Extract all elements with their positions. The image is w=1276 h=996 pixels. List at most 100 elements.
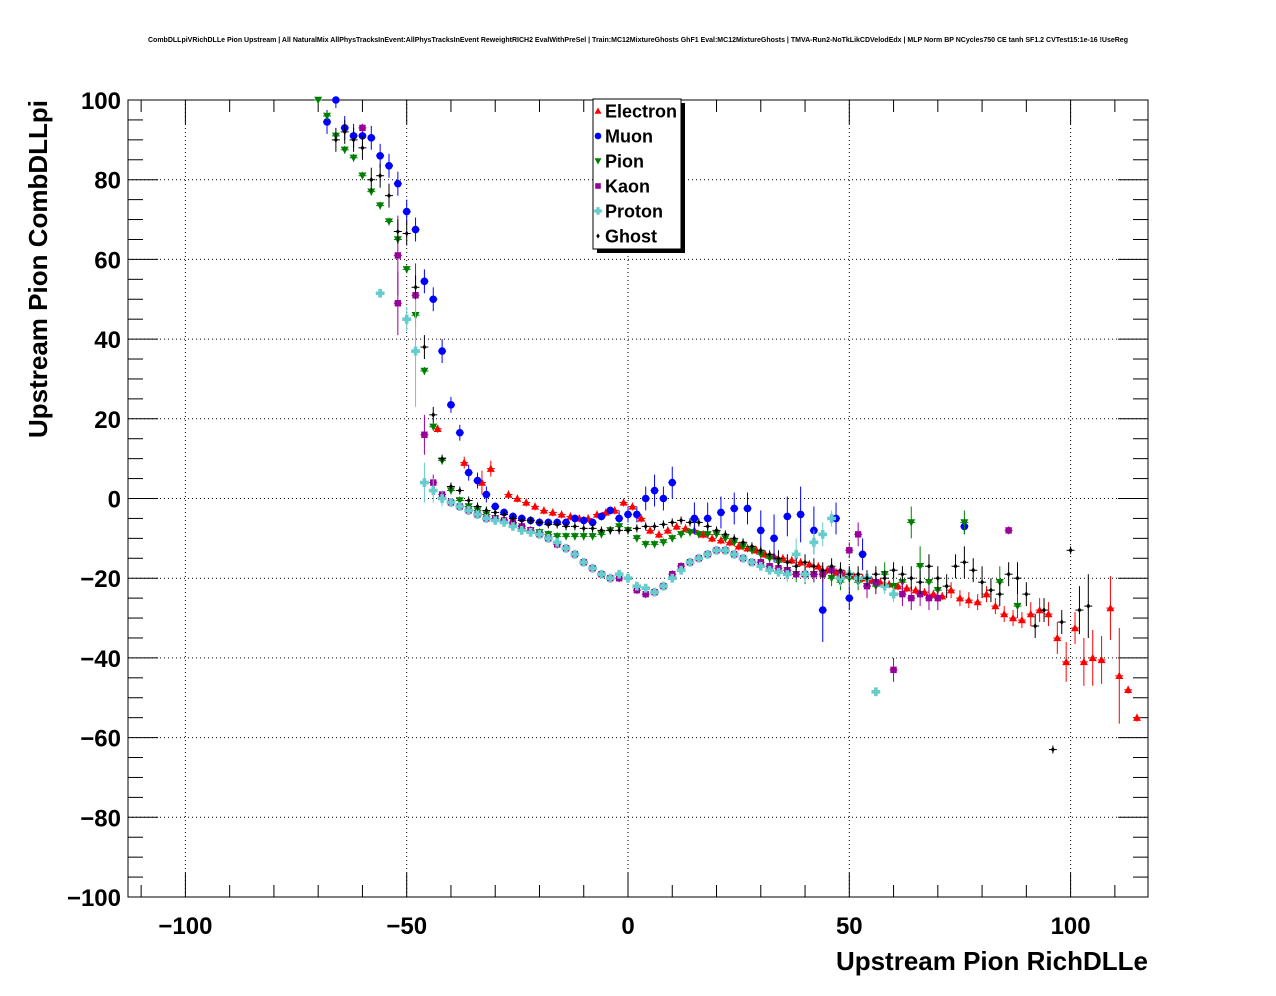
pion-marker xyxy=(747,547,756,555)
ghost-marker xyxy=(820,567,825,574)
muon-marker xyxy=(743,504,752,513)
ghost-marker xyxy=(378,172,383,179)
ghost-point xyxy=(809,558,818,575)
electron-point xyxy=(1009,610,1018,627)
ghost-marker xyxy=(342,129,347,135)
pion-point xyxy=(340,145,349,154)
legend-label-ghost: Ghost xyxy=(605,227,657,247)
kaon-marker xyxy=(846,547,853,554)
ghost-point xyxy=(641,522,650,531)
muon-point xyxy=(818,578,827,642)
muon-point xyxy=(588,518,597,527)
muon-point xyxy=(845,586,854,611)
ghost-point xyxy=(721,530,730,539)
ghost-marker xyxy=(785,559,790,566)
series-kaon xyxy=(358,123,1013,682)
y-tick-label: 40 xyxy=(94,327,121,354)
pion-marker xyxy=(579,533,588,541)
proton-point xyxy=(570,549,580,559)
pion-point xyxy=(349,153,358,162)
electron-point xyxy=(548,508,557,517)
muon-marker xyxy=(650,486,659,495)
ghost-marker xyxy=(732,535,737,542)
y-tick-labels: −100 −80 −60 −40 −20 0 20 40 60 80 100 xyxy=(67,88,121,912)
ghost-marker xyxy=(475,503,480,510)
x-tick-label: −100 xyxy=(158,913,212,940)
kaon-point xyxy=(420,414,429,455)
kaon-point xyxy=(924,586,933,611)
proton-marker xyxy=(446,498,456,507)
electron-marker xyxy=(1035,606,1044,614)
pion-marker xyxy=(721,535,730,543)
electron-marker xyxy=(725,538,734,546)
ghost-point xyxy=(942,574,951,599)
pion-point xyxy=(420,366,429,375)
ghost-point xyxy=(863,570,872,587)
pion-marker xyxy=(597,531,606,539)
proton-point xyxy=(552,537,562,547)
ghost-point xyxy=(544,520,553,529)
pion-marker xyxy=(570,533,579,541)
ghost-marker xyxy=(1042,607,1047,613)
proton-point xyxy=(729,549,739,559)
ghost-marker xyxy=(988,587,993,593)
muon-point xyxy=(464,464,473,481)
electron-point xyxy=(1115,628,1124,724)
ghost-marker xyxy=(873,571,878,578)
ghost-point xyxy=(898,566,907,583)
ghost-point xyxy=(854,566,863,583)
proton-point xyxy=(659,581,668,591)
proton-marker xyxy=(605,573,615,583)
muon-point xyxy=(473,472,482,489)
series-proton xyxy=(375,288,898,697)
muon-marker xyxy=(690,514,699,523)
muon-marker xyxy=(456,428,464,437)
proton-marker xyxy=(375,288,385,298)
ghost-point xyxy=(907,566,916,591)
electron-marker xyxy=(557,510,566,518)
chart-title: CombDLLpiVRichDLLe Pion Upstream | All N… xyxy=(148,37,1128,44)
kaon-marker xyxy=(394,252,402,259)
electron-point xyxy=(1062,641,1071,682)
electron-point xyxy=(708,534,717,543)
electron-marker xyxy=(1009,614,1018,622)
muon-marker xyxy=(411,225,420,234)
muon-point xyxy=(393,171,402,196)
proton-point xyxy=(747,557,757,567)
y-tick-label: 60 xyxy=(94,247,121,274)
ghost-point xyxy=(969,558,978,583)
ghost-marker xyxy=(555,521,560,528)
muon-marker xyxy=(796,510,805,519)
kaon-marker xyxy=(925,594,933,602)
ghost-marker xyxy=(493,509,498,516)
electron-marker xyxy=(1088,653,1097,662)
pion-point xyxy=(703,530,712,539)
ghost-marker xyxy=(440,455,445,462)
ghost-point xyxy=(1031,614,1040,638)
ghost-point xyxy=(624,526,632,535)
ghost-point xyxy=(1084,574,1093,638)
ghost-point xyxy=(818,562,827,579)
proton-marker xyxy=(712,545,721,555)
pion-marker xyxy=(907,519,916,527)
ghost-point xyxy=(694,518,703,527)
kaon-marker xyxy=(359,124,366,132)
proton-marker xyxy=(517,525,527,535)
muon-marker xyxy=(588,518,597,527)
proton-point xyxy=(765,565,775,575)
ghost-marker xyxy=(1059,619,1064,625)
ghost-marker xyxy=(404,230,409,237)
pion-marker xyxy=(756,551,765,559)
proton-point xyxy=(543,533,553,543)
electron-point xyxy=(991,598,1000,615)
legend-label-pion: Pion xyxy=(605,152,644,172)
pion-point xyxy=(384,217,393,226)
electron-point xyxy=(513,494,522,503)
proton-marker xyxy=(481,514,491,523)
ghost-point xyxy=(685,518,694,527)
legend-entry-proton: Proton xyxy=(594,202,663,222)
ghost-marker xyxy=(546,521,551,528)
muon-point xyxy=(606,506,615,515)
x-axis-title: Upstream Pion RichDLLe xyxy=(836,946,1148,976)
